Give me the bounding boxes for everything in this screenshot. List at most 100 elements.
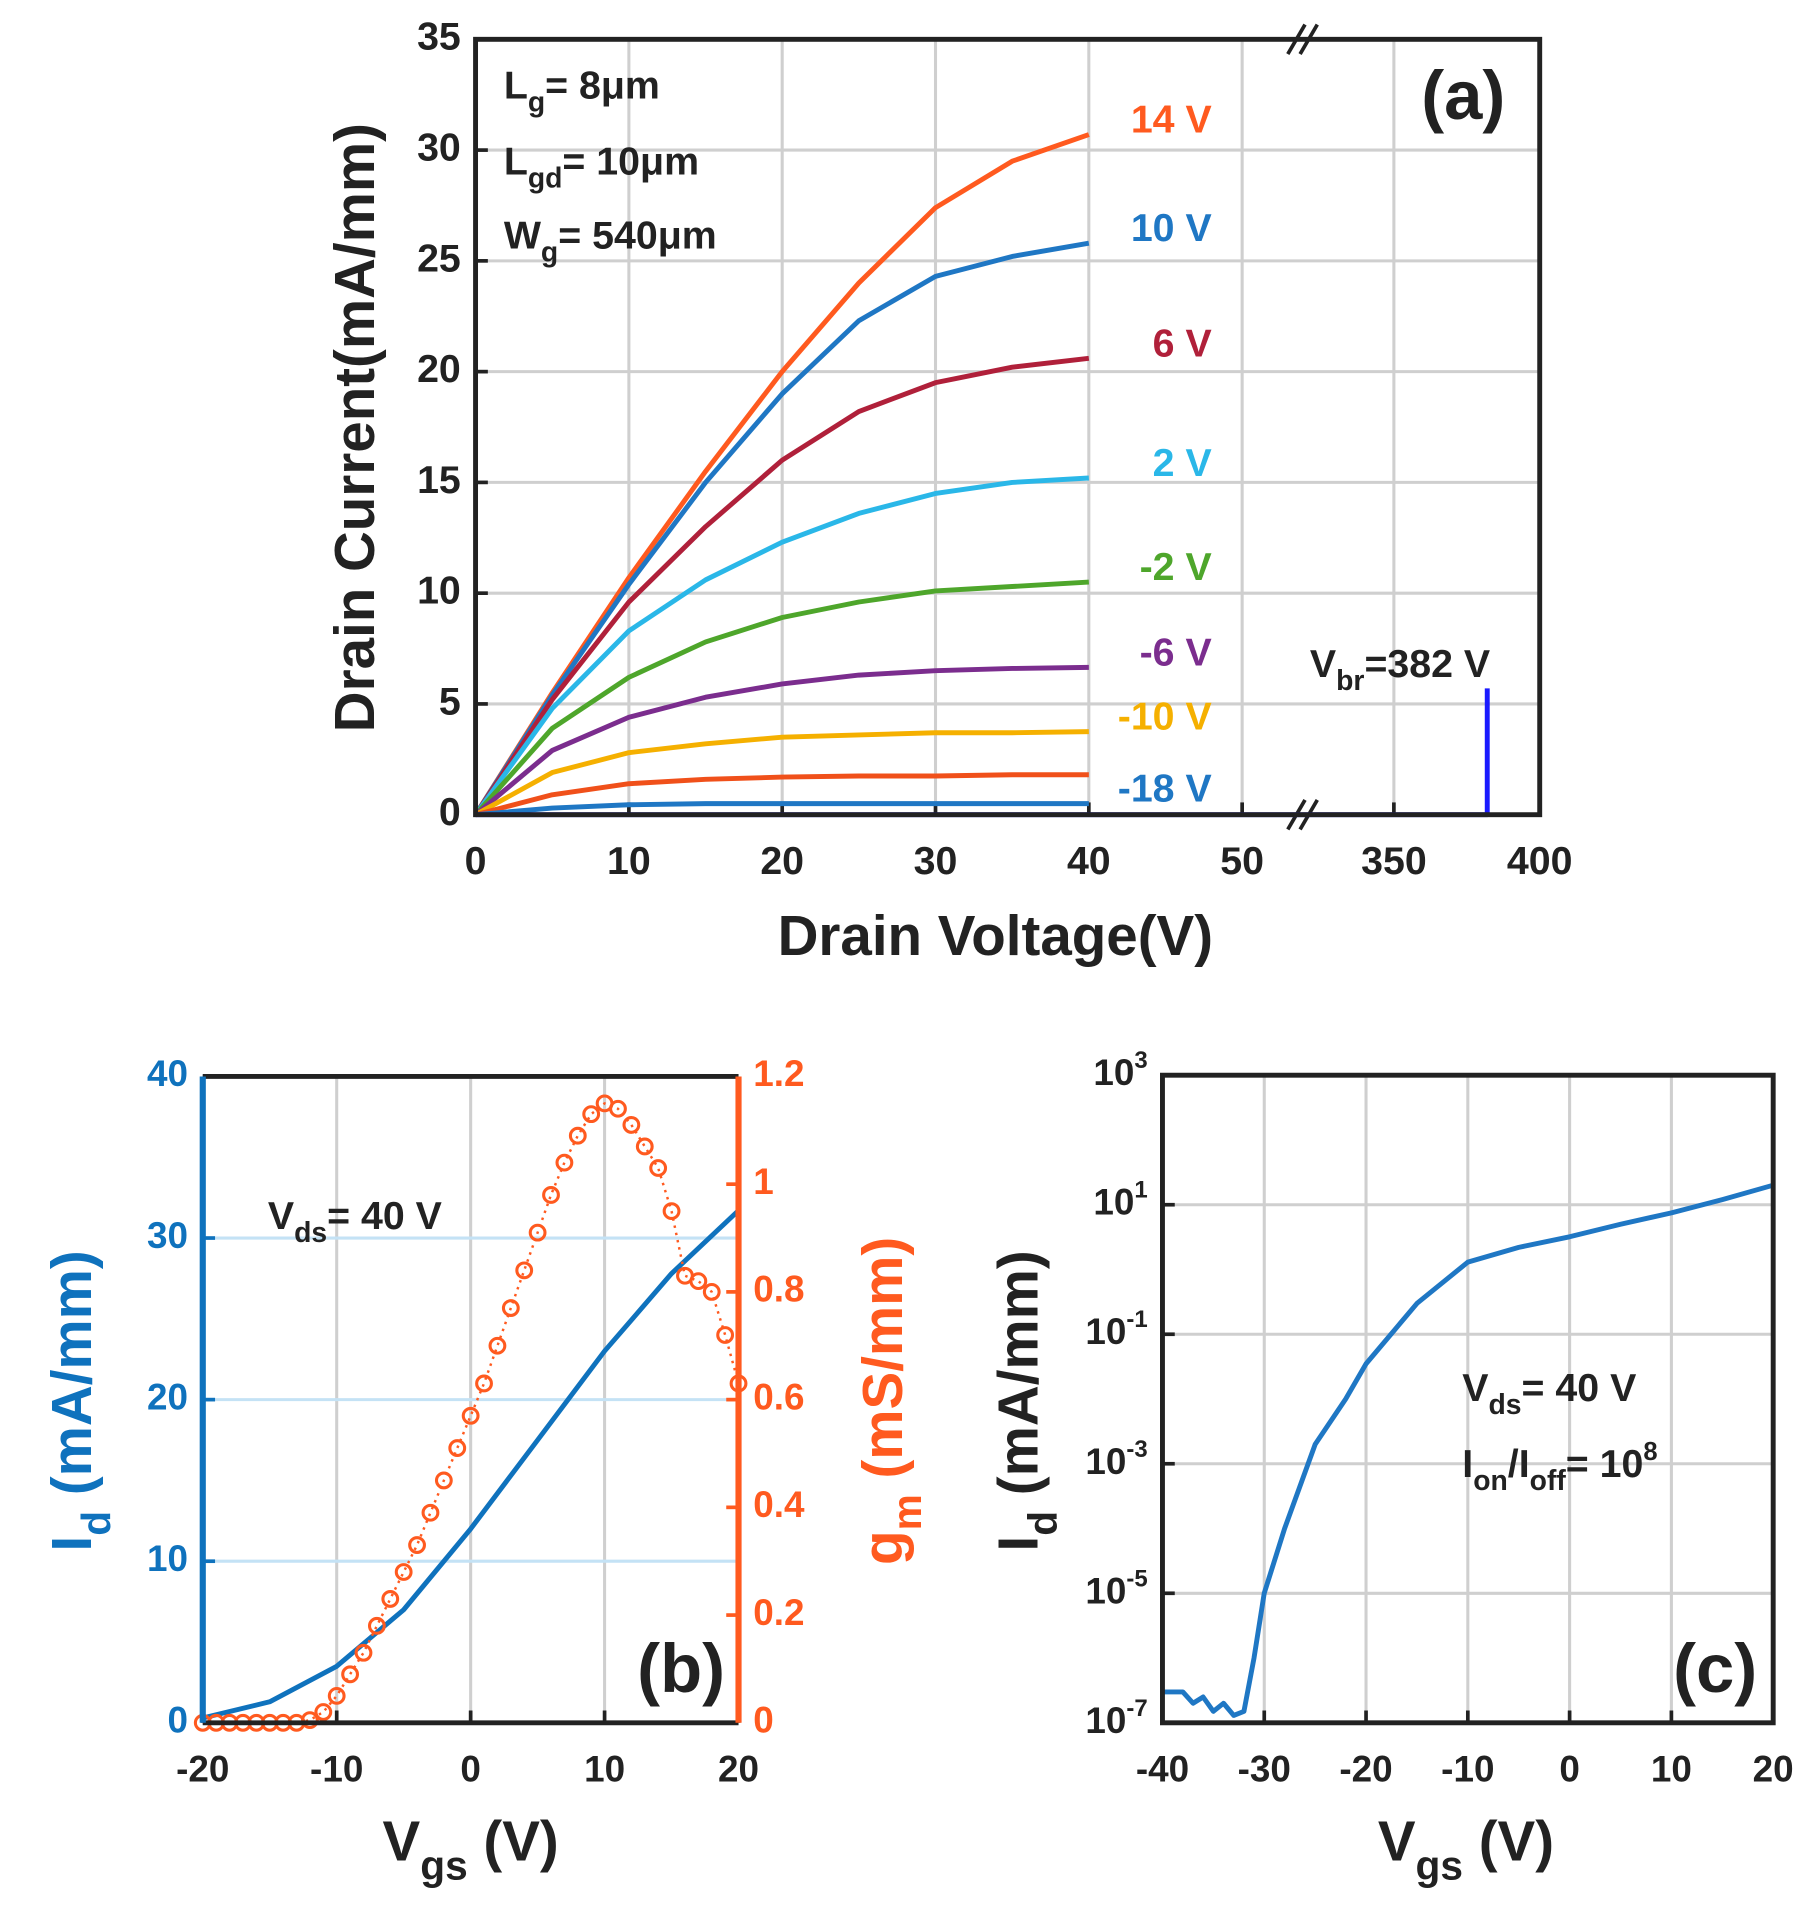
y-tick-label: 5 [439,679,461,723]
text-part: d [73,1511,119,1536]
series-label: 14 V [1131,98,1212,142]
text-part: (V) [468,1810,559,1873]
x-tick-label: -20 [176,1749,229,1790]
series-line [473,475,1090,817]
data-point [461,1406,480,1425]
x-tick-label: 20 [760,839,804,883]
series-line [473,664,1089,817]
text-part: gs [420,1842,467,1888]
y-tick-label: 35 [417,15,461,59]
x-tick-label: 10 [584,1749,625,1790]
series-label: -6 V [1140,630,1212,674]
y-axis-label: Id (mA/mm) [986,1250,1065,1551]
data-point [568,1126,587,1145]
text-part: V [268,1194,294,1238]
text-part: d [1019,1511,1065,1536]
text-part: =382 V [1364,643,1490,687]
panel-label: (a) [1421,57,1505,134]
text-part: = 10μm [562,140,699,184]
y2-tick-label: 0.2 [753,1592,804,1633]
annotation: Vds= 40 V [1462,1366,1636,1420]
y-axis-label: Drain Current(mA/mm) [323,123,386,732]
panel-label: (b) [637,1630,725,1707]
text-part: gd [528,162,563,194]
x-tick-label: 10 [1651,1749,1692,1790]
series-line [202,1208,741,1721]
data-point [542,1186,560,1204]
data-point [702,1282,721,1301]
axis-breaks [1286,23,1319,831]
x-tick-label: 50 [1220,839,1264,883]
y-tick-label: 103 [1093,1047,1147,1093]
tick-exponent: -3 [1126,1436,1147,1463]
text-part: off [1530,1465,1567,1497]
x-axis-label: Drain Voltage(V) [778,904,1213,967]
data-point [501,1299,520,1317]
x-tick-label: 0 [465,839,487,883]
x-tick-label: -10 [310,1749,363,1790]
text-part: V [383,1810,421,1873]
x-tick-label: -30 [1238,1749,1291,1790]
y-tick-label: 30 [147,1215,188,1256]
annotation: Lgd= 10μm [504,140,699,194]
text-part: g [851,1530,914,1565]
y-tick-label: 101 [1093,1177,1147,1223]
y-tick-label: 10 [417,569,461,613]
text-part: = 40 V [327,1194,442,1238]
data-point [475,1374,493,1393]
text-part: /I [1508,1443,1530,1487]
y-tick-label: 0 [439,790,461,834]
y-tick-label: 20 [147,1376,188,1417]
data-point [582,1105,601,1124]
frame [473,36,1543,818]
annotation: Vds= 40 V [268,1194,442,1248]
x-tick-label: 0 [1559,1749,1579,1790]
text-part: L [504,64,528,108]
data-point [341,1665,360,1684]
text-part: (mA/mm) [40,1250,103,1511]
text-part: (V) [1463,1810,1554,1873]
y-tick-label: 30 [417,125,461,169]
x-tick-label: -20 [1339,1749,1392,1790]
y-tick-label: 40 [147,1053,188,1094]
x-tick-label: 10 [607,839,651,883]
y2-tick-label: 0.4 [753,1484,805,1525]
data-point [327,1686,346,1705]
tick-base: 10 [1093,1181,1134,1222]
data-point [434,1471,453,1490]
data-point [622,1116,641,1134]
text-part: V [1310,643,1336,687]
y-tick-label: 10 [147,1538,188,1579]
text-part: I [40,1536,103,1552]
x-tick-label: 0 [460,1749,481,1790]
data-point [301,1711,319,1730]
x-axis-label: Vgs (V) [1378,1810,1554,1889]
y-tick-label: 25 [417,236,461,280]
y-tick-label: 10-7 [1085,1695,1147,1741]
y2-tick-label: 0.6 [753,1376,804,1417]
data-point [394,1563,413,1581]
text-part: gs [1416,1842,1463,1888]
tick-base: 10 [1085,1700,1126,1741]
data-point [354,1643,373,1662]
annotation: Wg= 540μm [504,214,717,268]
tick-base: 10 [1085,1440,1126,1481]
text-part: I [1462,1443,1473,1487]
data-point [649,1159,668,1177]
data-point [609,1099,627,1118]
frame [1160,1072,1776,1726]
y-tick-label: 0 [168,1700,189,1741]
x-tick-label: 30 [914,839,958,883]
y2-tick-label: 1.2 [753,1053,804,1094]
text-part: m [884,1494,930,1530]
text-part: 8 [1643,1438,1657,1466]
x-axis-label: Vgs (V) [383,1810,559,1889]
x-tick-label: 350 [1361,839,1427,883]
data-point [488,1336,507,1355]
annotation: Lg= 8μm [504,64,660,118]
y2-tick-label: 1 [753,1161,774,1202]
x-tick-label: -10 [1441,1749,1494,1790]
text-part: V [1462,1366,1488,1410]
text-part: = 8μm [545,64,660,108]
